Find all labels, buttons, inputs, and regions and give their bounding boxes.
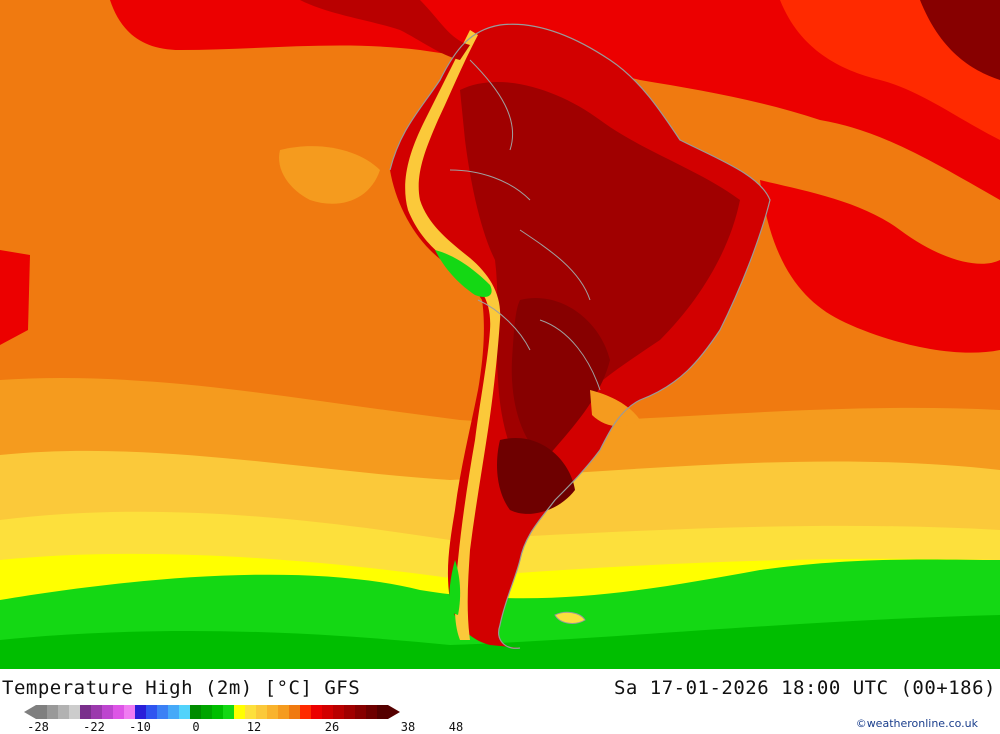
map-title: Temperature High (2m) [°C] GFS bbox=[2, 677, 361, 699]
legend-swatch bbox=[267, 705, 278, 719]
legend-swatch bbox=[80, 705, 91, 719]
legend-swatch bbox=[190, 705, 201, 719]
legend-swatch bbox=[344, 705, 355, 719]
legend-swatch bbox=[245, 705, 256, 719]
legend-swatch bbox=[256, 705, 267, 719]
legend-swatch bbox=[124, 705, 135, 719]
chaco-hot-core bbox=[511, 298, 610, 460]
legend-swatch bbox=[333, 705, 344, 719]
legend-swatch bbox=[311, 705, 322, 719]
legend-swatch bbox=[135, 705, 146, 719]
legend-arrow-left bbox=[24, 705, 36, 719]
credit-link[interactable]: ©weatheronline.co.uk bbox=[855, 717, 978, 730]
map-footer: Temperature High (2m) [°C] GFS Sa 17-01-… bbox=[0, 669, 1000, 734]
valid-time: Sa 17-01-2026 18:00 UTC (00+186) bbox=[613, 677, 996, 699]
legend-swatch bbox=[157, 705, 168, 719]
falkland-islands bbox=[554, 611, 586, 624]
atlantic-red-patch bbox=[760, 180, 1000, 353]
legend-swatch bbox=[179, 705, 190, 719]
pampas-hot-core bbox=[497, 438, 575, 514]
central-america-landmass bbox=[300, 0, 470, 60]
legend-swatch bbox=[58, 705, 69, 719]
legend-swatch bbox=[289, 705, 300, 719]
country-borders bbox=[449, 59, 601, 391]
legend-arrow-right bbox=[388, 705, 400, 719]
caribbean-land-patch bbox=[920, 0, 1000, 80]
legend-swatch bbox=[355, 705, 366, 719]
legend-tick-label: 38 bbox=[400, 720, 416, 734]
legend-swatch bbox=[113, 705, 124, 719]
legend-tick-label: 0 bbox=[192, 720, 200, 734]
legend-tick-label: -28 bbox=[27, 720, 49, 734]
coastline bbox=[389, 23, 771, 649]
pacific-hot-patch bbox=[0, 250, 30, 345]
legend-swatch bbox=[201, 705, 212, 719]
legend-swatch bbox=[168, 705, 179, 719]
legend-swatch bbox=[366, 705, 377, 719]
southern-ocean-deep-green bbox=[0, 615, 1000, 669]
legend-swatch bbox=[322, 705, 333, 719]
pacific-warm-patch bbox=[279, 146, 380, 204]
patagonia-green-patch bbox=[449, 560, 461, 615]
legend-swatch bbox=[146, 705, 157, 719]
legend-tick-label: 26 bbox=[324, 720, 340, 734]
northern-hot-zone bbox=[110, 0, 1000, 200]
legend-swatch bbox=[278, 705, 289, 719]
legend-ticks: -28 -22 -10 0 12 26 38 48 bbox=[0, 720, 480, 734]
coastal-warm-patch bbox=[590, 390, 640, 427]
legend-tick-label: -10 bbox=[129, 720, 151, 734]
legend-swatch bbox=[300, 705, 311, 719]
legend-swatch bbox=[36, 705, 47, 719]
legend-tick-label: 48 bbox=[448, 720, 464, 734]
temperature-map[interactable] bbox=[0, 0, 1000, 669]
color-legend bbox=[24, 705, 400, 719]
legend-swatch bbox=[102, 705, 113, 719]
legend-swatch bbox=[69, 705, 80, 719]
legend-swatch bbox=[377, 705, 388, 719]
legend-swatch bbox=[212, 705, 223, 719]
altiplano-green-patch bbox=[435, 250, 492, 297]
legend-swatch bbox=[234, 705, 245, 719]
andes-cool-spine bbox=[405, 30, 501, 640]
legend-swatch bbox=[223, 705, 234, 719]
legend-tick-label: 12 bbox=[246, 720, 262, 734]
legend-tick-label: -22 bbox=[83, 720, 105, 734]
legend-swatch bbox=[47, 705, 58, 719]
legend-swatch bbox=[91, 705, 102, 719]
map-svg bbox=[0, 0, 1000, 669]
